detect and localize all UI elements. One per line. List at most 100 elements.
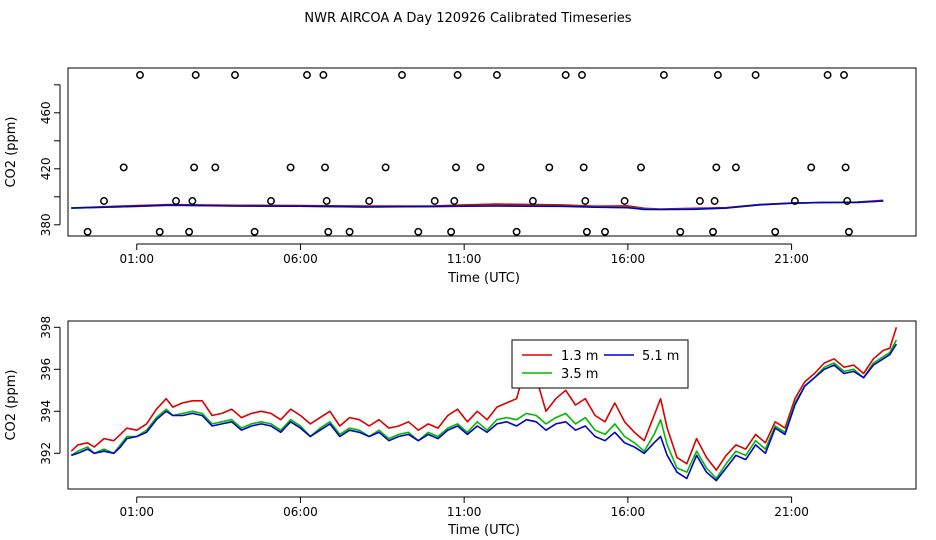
scatter-point (561, 71, 570, 79)
scatter-point (231, 71, 239, 79)
bottom-series-3-5-mline (70, 339, 898, 480)
scatter-point (191, 71, 200, 79)
scatter-point (322, 197, 331, 205)
scatter-point (267, 197, 275, 205)
bottom-y-tick-label: 396 (39, 358, 53, 381)
scatter-point (398, 71, 406, 79)
bottom-y-tick-label: 394 (39, 400, 53, 423)
legend: 1.3 m 5.1 m 3.5 m (511, 339, 689, 389)
scatter-point (771, 227, 780, 236)
scatter-point (381, 163, 390, 172)
scatter-point (190, 163, 199, 172)
top-y-tick-label: 460 (39, 101, 53, 124)
scatter-point (823, 71, 832, 79)
scatter-point (211, 163, 220, 172)
scatter-point (450, 197, 459, 205)
scatter-point (581, 197, 590, 205)
scatter-point (447, 227, 456, 236)
scatter-point (492, 71, 501, 79)
scatter-point (185, 227, 194, 236)
bottom-x-tick-label: 06:00 (283, 505, 318, 519)
scatter-point (250, 227, 259, 236)
scatter-point (578, 71, 586, 79)
top-y-axis: 380 420 460 (39, 84, 61, 236)
scatter-point (512, 227, 521, 236)
scatter-point (637, 163, 645, 172)
scatter-point (676, 227, 685, 236)
bottom-x-tick-label: 01:00 (119, 505, 154, 519)
scatter-point (751, 71, 760, 79)
scatter-point (172, 197, 180, 205)
scatter-point (453, 71, 462, 79)
scatter-point (119, 163, 128, 172)
bottom-series-1-3-mline (70, 327, 898, 471)
scatter-point (713, 71, 722, 79)
bottom-x-tick-label: 21:00 (774, 505, 809, 519)
scatter-point (844, 227, 853, 236)
scatter-point (528, 197, 537, 205)
bottom-y-tick-label: 392 (39, 442, 53, 465)
scatter-point (83, 227, 92, 236)
scatter-point (188, 197, 197, 205)
top-panel: 01:00 06:00 11:00 16:00 21:00 380 420 460 Time… (4, 67, 917, 286)
scatter-point (100, 197, 108, 205)
scatter-point (695, 197, 704, 205)
top-plot-frame (67, 67, 917, 237)
legend-label-3-5m: 3.5 m (561, 367, 598, 382)
scatter-point (324, 227, 333, 236)
bottom-y-tick-label: 398 (39, 316, 53, 339)
legend-label-1-3m: 1.3 m (561, 349, 598, 364)
top-x-axis: 01:00 06:00 11:00 16:00 21:00 (119, 243, 809, 266)
scatter-point (807, 163, 816, 172)
legend-box (511, 339, 689, 389)
scatter-point (365, 197, 374, 205)
bottom-plot-frame (67, 320, 917, 490)
top-x-tick-label: 21:00 (774, 252, 809, 266)
bottom-series-lines (70, 327, 898, 482)
scatter-point (620, 197, 629, 205)
scatter-point (579, 163, 588, 172)
bottom-x-tick-label: 16:00 (611, 505, 646, 519)
figure-title: NWR AIRCOA A Day 120926 Calibrated Times… (304, 11, 631, 26)
top-x-axis-label: Time (UTC) (447, 271, 520, 286)
top-scatter-points (83, 71, 853, 236)
scatter-point (319, 71, 328, 79)
scatter-point (790, 197, 799, 205)
top-x-tick-label: 16:00 (611, 252, 646, 266)
scatter-point (659, 71, 668, 79)
scatter-point (840, 71, 848, 79)
bottom-panel: 01:00 06:00 11:00 16:00 21:00 392 394 396 398 T… (4, 316, 917, 538)
scatter-point (841, 163, 850, 172)
bottom-y-axis-label: CO2 (ppm) (4, 369, 19, 440)
legend-label-5-1m: 5.1 m (642, 349, 679, 364)
scatter-point (321, 163, 329, 172)
top-series-lines (71, 199, 884, 211)
top-x-tick-label: 01:00 (119, 252, 154, 266)
top-y-tick-label: 380 (39, 213, 53, 236)
scatter-point (136, 71, 144, 79)
scatter-point (582, 227, 591, 236)
bottom-x-tick-label: 11:00 (447, 505, 482, 519)
top-y-tick-label: 420 (39, 157, 53, 180)
scatter-point (430, 197, 439, 205)
bottom-x-axis: 01:00 06:00 11:00 16:00 21:00 (119, 496, 809, 519)
scatter-point (709, 227, 717, 236)
scatter-point (286, 163, 295, 172)
top-x-tick-label: 06:00 (283, 252, 318, 266)
scatter-point (414, 227, 423, 236)
scatter-point (155, 227, 164, 236)
bottom-series-5-1-mline (71, 343, 898, 482)
scatter-point (452, 163, 460, 172)
scatter-point (710, 197, 719, 205)
scatter-point (545, 163, 554, 172)
bottom-x-axis-label: Time (UTC) (447, 523, 520, 538)
bottom-y-axis: 392 394 396 398 (39, 316, 61, 465)
scatter-point (303, 71, 311, 79)
scatter-point (731, 163, 740, 172)
scatter-point (476, 163, 485, 172)
scatter-point (345, 227, 354, 236)
top-y-axis-label: CO2 (ppm) (4, 116, 19, 187)
scatter-point (843, 197, 852, 205)
scatter-point (601, 227, 609, 236)
